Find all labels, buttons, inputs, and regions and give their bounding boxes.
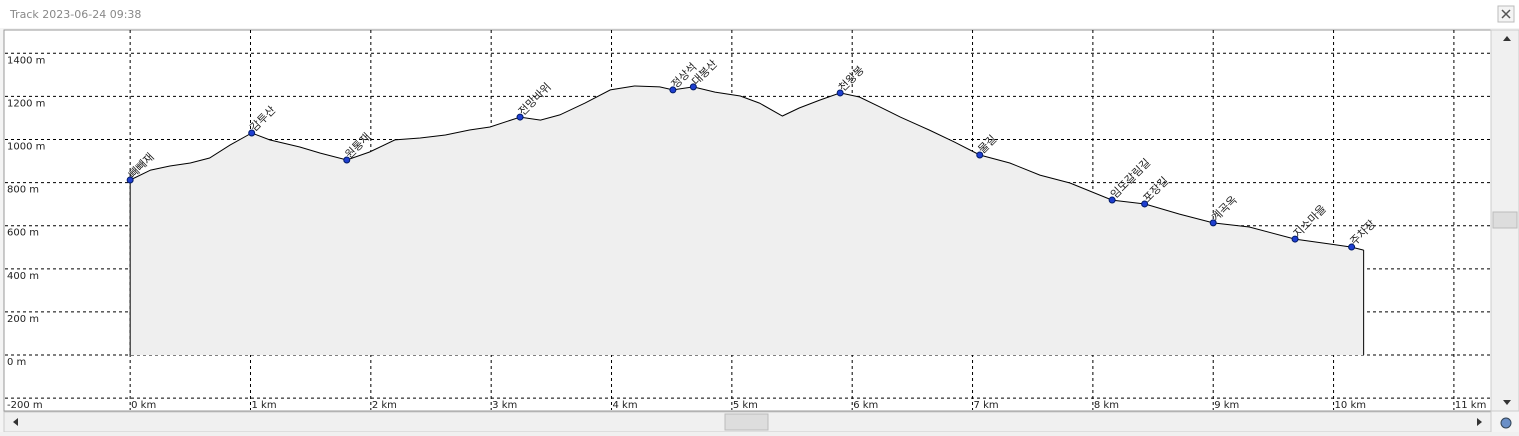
waypoint-marker [1209, 219, 1217, 227]
x-tick-label: 8 km [1094, 400, 1119, 411]
waypoint-marker [976, 151, 984, 159]
x-tick-label: 9 km [1214, 400, 1239, 411]
waypoint-marker [1108, 196, 1116, 204]
close-button[interactable] [1497, 5, 1515, 23]
y-tick-label: 200 m [7, 314, 39, 325]
x-tick-label: 6 km [853, 400, 878, 411]
waypoint-marker [689, 83, 697, 91]
waypoint-marker [669, 86, 677, 94]
waypoint-marker [126, 176, 134, 184]
y-tick-label: 1200 m [7, 98, 45, 109]
x-tick-label: 11 km [1455, 400, 1486, 411]
waypoint-marker [248, 129, 256, 137]
waypoint-marker [836, 89, 844, 97]
waypoint-marker [516, 113, 524, 121]
waypoint-marker [1141, 200, 1149, 208]
y-tick-label: 0 m [7, 357, 26, 368]
waypoint-marker [1291, 235, 1299, 243]
area-fill [130, 86, 1364, 356]
x-tick-label: 2 km [372, 400, 397, 411]
y-tick-label: 800 m [7, 185, 39, 196]
x-tick-label: 3 km [492, 400, 517, 411]
waypoint-marker [343, 156, 351, 164]
y-tick-label: 1000 m [7, 141, 45, 152]
y-tick-label: 600 m [7, 228, 39, 239]
y-tick-label: 1400 m [7, 55, 45, 66]
title-bar [0, 0, 1519, 28]
x-tick-label: 5 km [733, 400, 758, 411]
y-tick-label: 400 m [7, 271, 39, 282]
status-icon [1500, 417, 1512, 429]
x-tick-label: 7 km [974, 400, 999, 411]
x-tick-label: 4 km [613, 400, 638, 411]
horizontal-scrollbar[interactable] [3, 411, 1492, 433]
x-tick-label: 1 km [251, 400, 276, 411]
x-tick-label: 0 km [131, 400, 156, 411]
vertical-scrollbar[interactable] [1490, 29, 1519, 412]
waypoint-marker [1348, 243, 1356, 251]
window-title: Track 2023-06-24 09:38 [9, 8, 141, 21]
y-tick-label: -200 m [7, 400, 43, 411]
x-tick-label: 10 km [1335, 400, 1366, 411]
